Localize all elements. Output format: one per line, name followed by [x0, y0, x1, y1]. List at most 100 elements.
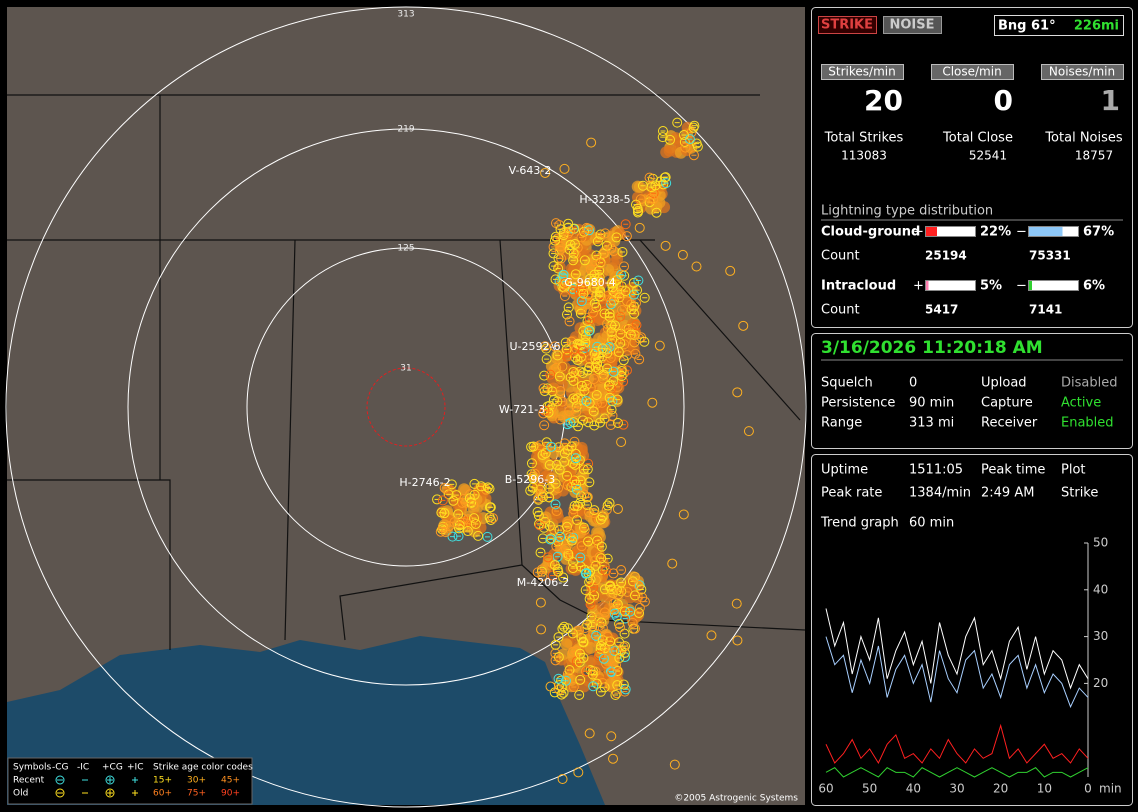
- strike: [575, 366, 586, 377]
- strike: [557, 774, 568, 785]
- strike: [554, 245, 565, 256]
- stat: Peak time: [981, 463, 1045, 478]
- strike: [621, 231, 632, 242]
- strike: [576, 296, 587, 307]
- strike: [654, 340, 665, 351]
- strike: [612, 680, 623, 691]
- strike: [553, 673, 564, 684]
- strike: [604, 308, 615, 319]
- strike: [605, 420, 616, 431]
- legend-glyph: [55, 788, 65, 798]
- legend-age: 60+: [153, 789, 172, 799]
- legend-symbol: -CG: [52, 763, 69, 773]
- strike: [572, 500, 583, 511]
- trend-line: [825, 636, 1089, 709]
- strike: [540, 341, 551, 352]
- strike: [634, 354, 645, 365]
- strike-blob: [458, 483, 471, 496]
- strike: [595, 229, 606, 240]
- strike: [583, 223, 594, 234]
- strike: [616, 371, 627, 382]
- cell-label: M-4206-2: [517, 576, 569, 589]
- strike: [607, 396, 618, 407]
- strike: [619, 261, 630, 272]
- strike-blob: [588, 390, 601, 403]
- strike: [617, 246, 628, 257]
- strike: [568, 366, 579, 377]
- total-label: Total Close: [942, 131, 1013, 146]
- strike: [579, 489, 590, 500]
- strike: [563, 302, 574, 313]
- strike: [634, 333, 645, 344]
- strike: [665, 134, 676, 145]
- strike: [569, 436, 580, 447]
- trend-line: [825, 723, 1089, 765]
- strike: [743, 426, 754, 437]
- strike: [563, 548, 574, 559]
- strike: [609, 605, 620, 616]
- cell-label: V-643-2: [509, 164, 552, 177]
- strike: [565, 372, 576, 383]
- strike: [550, 655, 561, 666]
- strike-blob: [602, 263, 615, 276]
- strike-button-label[interactable]: STRIKE: [821, 18, 873, 33]
- strike: [555, 224, 566, 235]
- strike-button[interactable]: [818, 16, 877, 34]
- y-tick-label: 30: [1093, 629, 1108, 643]
- strike: [550, 274, 561, 285]
- strike: [634, 222, 645, 233]
- x-tick-label: 60: [818, 782, 833, 796]
- strike: [594, 417, 605, 428]
- strike: [588, 507, 599, 518]
- strike: [571, 645, 582, 656]
- noise-button[interactable]: [883, 16, 942, 34]
- strike: [596, 541, 607, 552]
- strike: [575, 552, 586, 563]
- strike: [567, 646, 578, 657]
- bar-track: [925, 226, 976, 237]
- strike: [613, 589, 624, 600]
- strike: [622, 296, 633, 307]
- strike: [536, 624, 547, 635]
- legend-row: Recent: [13, 776, 45, 786]
- strike-blob: [577, 468, 590, 481]
- copyright: ©2005 Astrogenic Systems: [674, 794, 798, 804]
- strike: [644, 172, 655, 183]
- strike: [566, 441, 577, 452]
- strike: [606, 243, 617, 254]
- legend-symbol: +CG: [102, 763, 123, 773]
- strike: [448, 495, 459, 506]
- stat: 2:49 AM: [981, 486, 1034, 501]
- strike: [616, 586, 627, 597]
- y-tick-label: 50: [1093, 536, 1108, 550]
- strike: [591, 250, 602, 261]
- bar-track: [925, 280, 976, 291]
- strike: [555, 531, 566, 542]
- strike: [609, 320, 620, 331]
- strike-blob: [584, 641, 597, 654]
- strike: [556, 689, 567, 700]
- strike: [634, 607, 645, 618]
- noise-button-label[interactable]: NOISE: [889, 18, 934, 33]
- cell-label: B-5296-3: [505, 473, 555, 486]
- strike: [552, 396, 563, 407]
- strike: [606, 329, 617, 340]
- legend-age: 45+: [221, 776, 240, 786]
- strike: [594, 650, 605, 661]
- strike: [620, 219, 631, 230]
- strike: [594, 272, 605, 283]
- strike: [689, 120, 700, 131]
- strike: [592, 236, 603, 247]
- sign: −: [1016, 279, 1027, 294]
- strike: [609, 608, 620, 619]
- strike: [485, 502, 496, 513]
- strike: [559, 291, 570, 302]
- stat: 1511:05: [909, 463, 963, 478]
- setting: Persistence: [821, 396, 895, 411]
- strike: [644, 197, 655, 208]
- strike: [577, 345, 588, 356]
- strike: [586, 611, 597, 622]
- strike: [583, 289, 594, 300]
- strike: [618, 376, 629, 387]
- strike: [602, 290, 613, 301]
